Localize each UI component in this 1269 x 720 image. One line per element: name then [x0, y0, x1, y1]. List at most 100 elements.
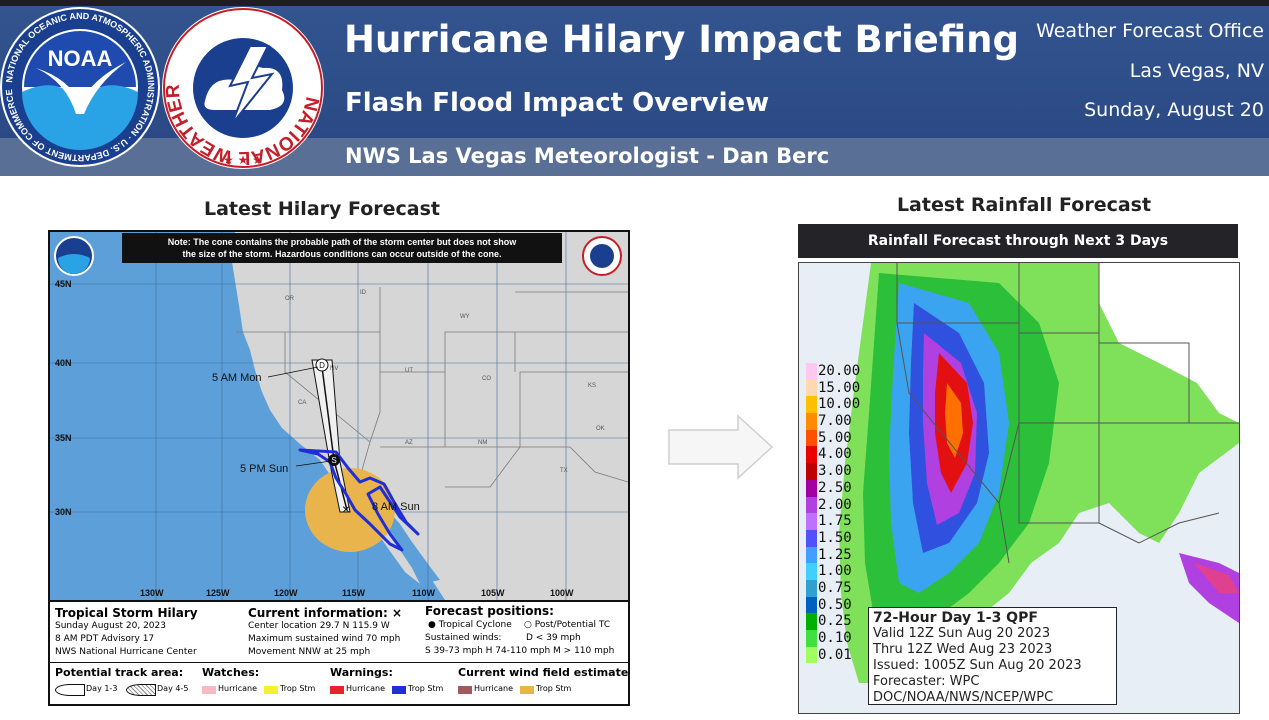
scale-row: 0.25	[806, 613, 866, 630]
scale-label: 20.00	[818, 363, 861, 379]
scale-swatch	[806, 529, 817, 547]
svg-text:★ ★ ★: ★ ★ ★	[223, 153, 263, 167]
rainfall-bar-title: Rainfall Forecast through Next 3 Days	[798, 224, 1238, 258]
scale-swatch	[806, 630, 817, 647]
arrow-icon	[668, 414, 774, 480]
scale-swatch	[806, 379, 817, 397]
hurricane-wind-label: Hurricane	[474, 684, 514, 693]
scale-swatch	[806, 463, 817, 480]
scale-row: 1.25	[806, 546, 866, 564]
office-name: Weather Forecast Office	[1036, 20, 1264, 42]
scale-row: 20.00	[806, 363, 866, 380]
briefing-date: Sunday, August 20	[1084, 99, 1264, 121]
hurricane-cone-map: D S × 5 AM Mon 5 PM Sun 8 AM Sun 45N 40N…	[48, 230, 630, 706]
scale-label: 2.50	[818, 479, 852, 496]
qpf-valid: Valid 12Z Sun Aug 20 2023	[873, 626, 1051, 641]
scale-swatch	[806, 613, 817, 630]
scale-row: 1.50	[806, 529, 866, 547]
label-5pm-sun: 5 PM Sun	[240, 463, 288, 475]
scale-label: 15.00	[818, 379, 861, 396]
scale-row: 0.75	[806, 579, 866, 597]
lon-label: 110W	[412, 588, 436, 598]
scale-row: 15.00	[806, 379, 866, 397]
qpf-color-scale: 20.00 15.00 10.00 7.00 5.00 4.00 3.00 2.50 2.00 1…	[806, 363, 866, 664]
scale-row: 2.50	[806, 479, 866, 497]
label-8am-sun: 8 AM Sun	[372, 501, 420, 513]
scale-label: 1.00	[818, 563, 852, 580]
scale-swatch	[806, 546, 817, 564]
watches-title: Watches:	[202, 666, 260, 679]
scale-swatch	[806, 563, 817, 580]
office-location: Las Vegas, NV	[1129, 60, 1264, 82]
left-section-title: Latest Hilary Forecast	[203, 198, 440, 220]
scale-row: 0.10	[806, 630, 866, 647]
scale-label: 10.00	[818, 396, 861, 413]
top-strip	[0, 0, 1269, 6]
noaa-logo: NATIONAL OCEANIC AND ATMOSPHERIC ADMINIS…	[0, 7, 160, 167]
state-label: AZ	[405, 440, 413, 446]
scale-row: 1.00	[806, 563, 866, 580]
scale-swatch	[806, 513, 817, 530]
state-label: NM	[478, 440, 487, 446]
qpf-issued: Issued: 1005Z Sun Aug 20 2023	[873, 658, 1082, 673]
hurricane-watch-label: Hurricane	[218, 684, 258, 693]
scale-swatch	[806, 413, 817, 430]
lon-label: 125W	[206, 588, 230, 598]
scale-swatch	[806, 429, 817, 447]
lat-label: 30N	[55, 507, 72, 517]
qpf-title: 72-Hour Day 1-3 QPF	[873, 610, 1038, 626]
scale-label: 1.25	[818, 546, 852, 563]
state-label: ID	[360, 290, 367, 296]
current-info-title: Current information: ×	[248, 606, 403, 620]
wind-categories: S 39-73 mph H 74-110 mph M > 110 mph	[425, 646, 615, 656]
noaa-logo-text: NOAA	[48, 46, 113, 71]
trop-wind-swatch	[520, 686, 534, 694]
hurricane-warning-label: Hurricane	[346, 684, 386, 693]
state-label: OR	[285, 296, 295, 302]
scale-label: 0.10	[818, 630, 852, 646]
qpf-info-box: 72-Hour Day 1-3 QPF Valid 12Z Sun Aug 20…	[868, 607, 1117, 705]
right-section-title: Latest Rainfall Forecast	[896, 194, 1152, 216]
cone-note-line1: Note: The cone contains the probable pat…	[168, 237, 518, 247]
day45-label: Day 4-5	[157, 684, 189, 693]
sustained-winds-label: Sustained winds:	[425, 633, 502, 643]
scale-row: 1.75	[806, 513, 866, 530]
trop-watch-label: Trop Stm	[280, 684, 316, 693]
scale-label: 3.00	[818, 463, 852, 480]
lat-label: 35N	[55, 433, 72, 443]
state-label: CO	[482, 376, 491, 382]
meteorologist-line: NWS Las Vegas Meteorologist - Dan Berc	[345, 144, 830, 168]
lon-label: 105W	[481, 588, 505, 598]
state-label: WY	[460, 314, 470, 320]
marker-d-label: D	[319, 361, 325, 370]
legend-ptc: ○ Post/Potential TC	[524, 620, 611, 630]
scale-swatch	[806, 646, 817, 664]
info-divider	[50, 662, 628, 663]
state-label: TX	[560, 468, 568, 474]
state-label: KS	[588, 383, 596, 389]
scale-row: 2.00	[806, 496, 866, 514]
storm-source: NWS National Hurricane Center	[55, 647, 197, 657]
scale-row: 4.00	[806, 446, 866, 464]
scale-label: 0.01	[818, 646, 852, 663]
warnings-title: Warnings:	[330, 666, 393, 679]
label-5am-mon: 5 AM Mon	[212, 372, 262, 384]
scale-swatch	[806, 446, 817, 464]
lon-label: 130W	[140, 588, 164, 598]
day13-swatch	[55, 684, 85, 696]
scale-swatch	[806, 579, 817, 597]
lon-label: 115W	[342, 588, 366, 598]
lat-label: 40N	[55, 358, 72, 368]
state-label: NV	[330, 366, 338, 372]
scale-row: 5.00	[806, 429, 866, 447]
hurricane-watch-swatch	[202, 686, 216, 694]
storm-name: Tropical Storm Hilary	[55, 606, 198, 620]
trop-watch-swatch	[264, 686, 278, 694]
scale-label: 0.50	[818, 596, 852, 613]
hurricane-warning-swatch	[330, 686, 344, 694]
lat-label: 45N	[55, 279, 72, 289]
scale-swatch	[806, 596, 817, 614]
lon-label: 100W	[550, 588, 574, 598]
current-movement: Movement NNW at 25 mph	[248, 647, 371, 657]
scale-row: 0.01	[806, 646, 866, 664]
